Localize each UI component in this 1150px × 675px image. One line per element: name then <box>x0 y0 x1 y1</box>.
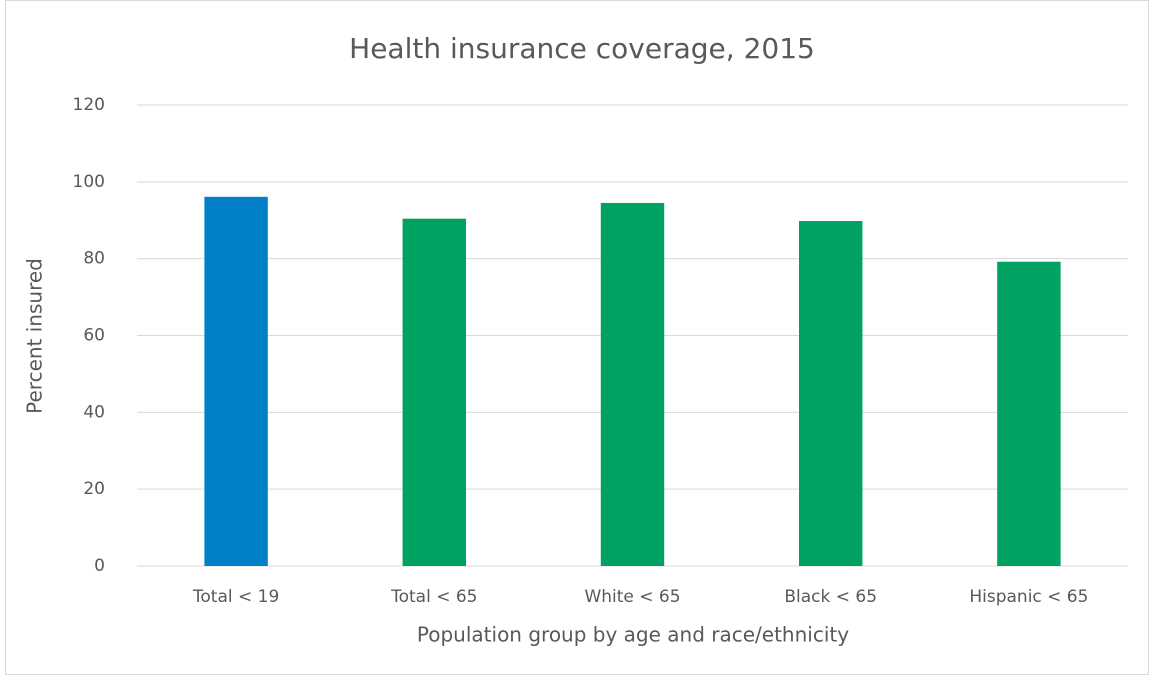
x-axis-label: Population group by age and race/ethnici… <box>417 623 849 647</box>
y-tick-label: 60 <box>83 326 105 346</box>
y-tick-label: 120 <box>73 95 105 115</box>
y-axis-label: Percent insured <box>23 258 47 414</box>
x-tick-label: White < 65 <box>584 587 680 607</box>
x-tick-label: Black < 65 <box>784 587 877 607</box>
bar <box>402 218 467 567</box>
bar <box>600 202 665 566</box>
y-tick-label: 0 <box>94 556 105 576</box>
y-tick-label: 40 <box>83 402 105 422</box>
x-tick-label: Total < 19 <box>192 587 279 607</box>
bar <box>997 261 1061 566</box>
y-tick-label: 100 <box>73 172 105 192</box>
bar <box>798 221 863 567</box>
y-tick-label: 20 <box>83 479 105 499</box>
x-tick-label: Total < 65 <box>390 587 477 607</box>
chart-frame <box>5 0 1149 675</box>
chart-title: Health insurance coverage, 2015 <box>349 32 815 65</box>
bar <box>204 196 268 566</box>
x-tick-label: Hispanic < 65 <box>969 587 1088 607</box>
y-tick-label: 80 <box>83 249 105 269</box>
